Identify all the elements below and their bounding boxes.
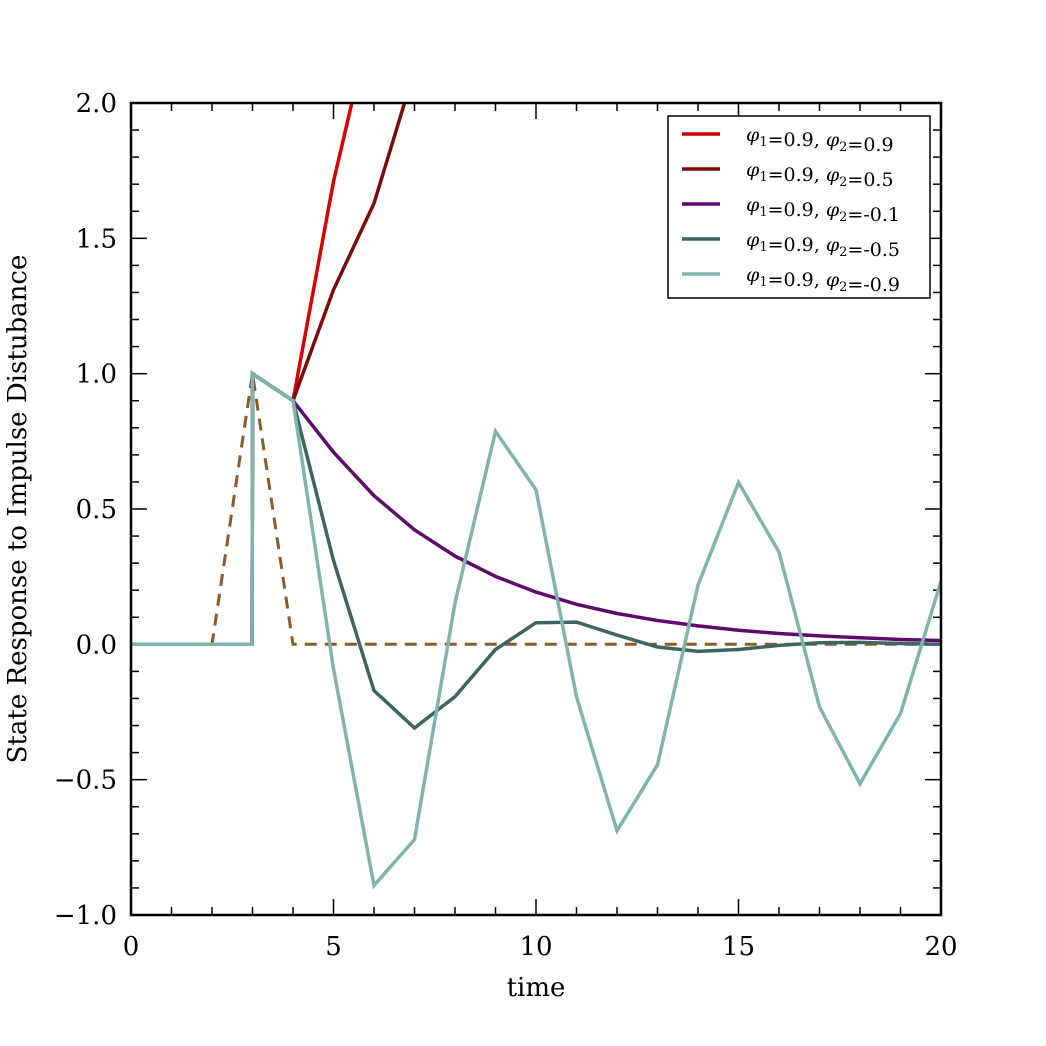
- legend-label: φ1=0.9, φ2=-0.5: [746, 229, 900, 261]
- axis-tick-labels: 0 5 10 15 20 −1.0 −0.5 0.0 0.5 1.0 1.5 2.0: [54, 89, 958, 962]
- x-tick-label: 0: [123, 932, 140, 962]
- x-axis-label: time: [507, 973, 566, 1003]
- legend: φ1=0.9, φ2=0.9φ1=0.9, φ2=0.5φ1=0.9, φ2=-…: [667, 115, 931, 299]
- y-tick-label: 1.5: [76, 224, 117, 254]
- y-tick-label: 0.5: [76, 495, 117, 525]
- legend-label: φ1=0.9, φ2=-0.9: [746, 264, 900, 296]
- legend-box: [667, 115, 931, 299]
- y-tick-label: −0.5: [54, 766, 117, 796]
- y-axis-label: State Response to Impulse Distubance: [3, 255, 33, 764]
- series-layer: [131, 103, 941, 890]
- x-tick-label: 5: [325, 932, 342, 962]
- series-line-5: [131, 370, 941, 890]
- legend-label: φ1=0.9, φ2=0.5: [746, 159, 894, 191]
- y-tick-label: −1.0: [54, 901, 117, 931]
- x-tick-label: 10: [519, 932, 552, 962]
- legend-label: φ1=0.9, φ2=-0.1: [746, 194, 900, 226]
- y-tick-label: 0.0: [76, 630, 117, 660]
- axis-ticks: [130, 102, 942, 916]
- x-tick-label: 20: [924, 932, 957, 962]
- x-tick-label: 15: [722, 932, 755, 962]
- y-tick-label: 1.0: [76, 360, 117, 390]
- y-tick-label: 2.0: [76, 89, 117, 119]
- legend-label: φ1=0.9, φ2=0.9: [746, 124, 894, 156]
- plot-frame: [129, 101, 943, 917]
